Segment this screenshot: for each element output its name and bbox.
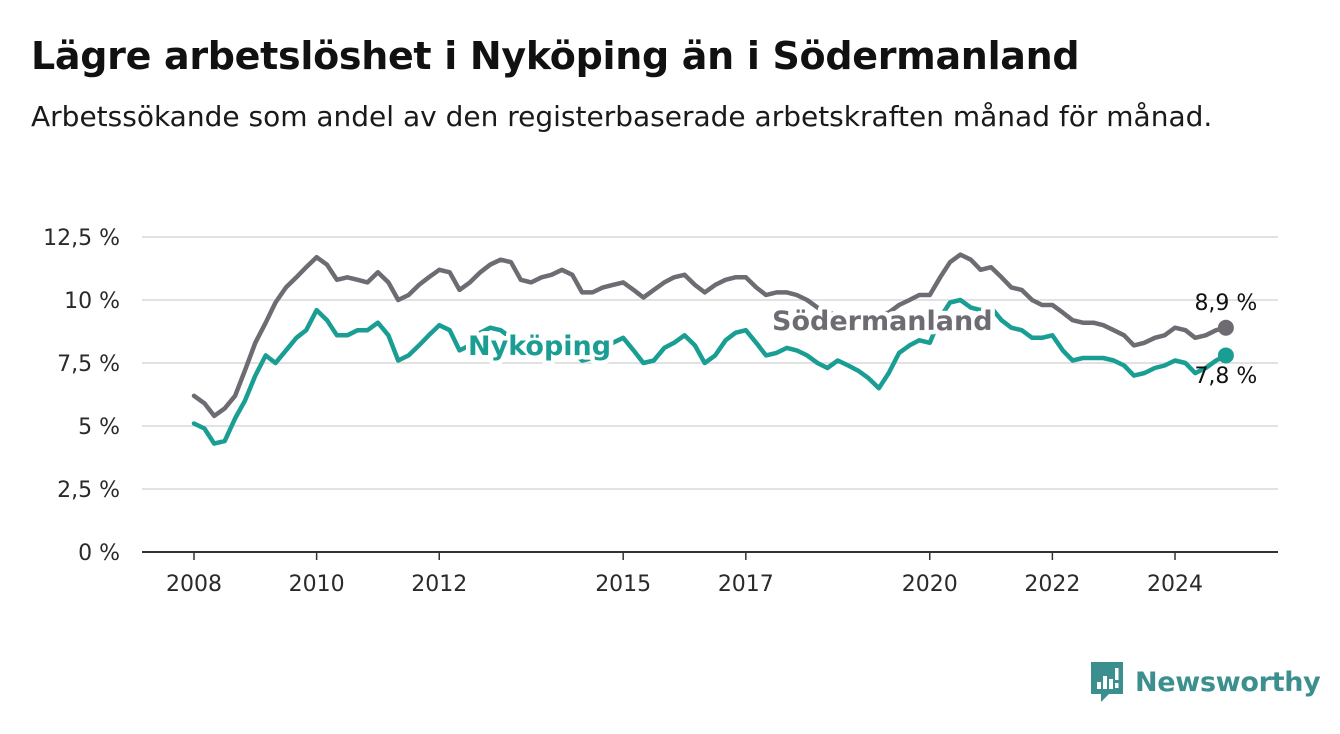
x-tick-label: 2012 — [411, 572, 467, 597]
y-tick-label: 5 % — [78, 415, 120, 440]
chart-title: Lägre arbetslöshet i Nyköping än i Söder… — [31, 34, 1080, 78]
series-line — [191, 252, 1229, 419]
series-end-point — [1217, 319, 1234, 336]
x-tick-label: 2022 — [1024, 572, 1080, 597]
x-tick-label: 2008 — [166, 572, 222, 597]
x-tick-label: 2017 — [718, 572, 774, 597]
x-tick-label: 2024 — [1147, 572, 1203, 597]
x-tick-label: 2020 — [902, 572, 958, 597]
x-tick-label: 2010 — [289, 572, 345, 597]
y-tick-label: 0 % — [78, 541, 120, 566]
x-tick-label: 2015 — [595, 572, 651, 597]
newsworthy-logo-icon — [1091, 662, 1123, 702]
series-label: Södermanland — [772, 306, 993, 337]
brand-name: Newsworthy — [1135, 666, 1321, 698]
y-tick-label: 7,5 % — [57, 352, 120, 377]
series-label: Nyköping — [468, 331, 611, 362]
series-end-label: 8,9 % — [1194, 291, 1257, 316]
y-tick-label: 2,5 % — [57, 478, 120, 503]
y-tick-label: 10 % — [64, 289, 120, 314]
chart-subtitle: Arbetssökande som andel av den registerb… — [31, 100, 1213, 133]
series-label-halo: Nyköping — [468, 331, 611, 362]
brand-logo: Newsworthy — [1089, 660, 1321, 704]
series-end-point — [1217, 347, 1234, 364]
y-tick-label: 12,5 % — [43, 226, 120, 251]
series-end-label: 7,8 % — [1194, 364, 1257, 389]
series-label-halo: Södermanland — [772, 306, 993, 337]
series-line — [191, 297, 1229, 446]
